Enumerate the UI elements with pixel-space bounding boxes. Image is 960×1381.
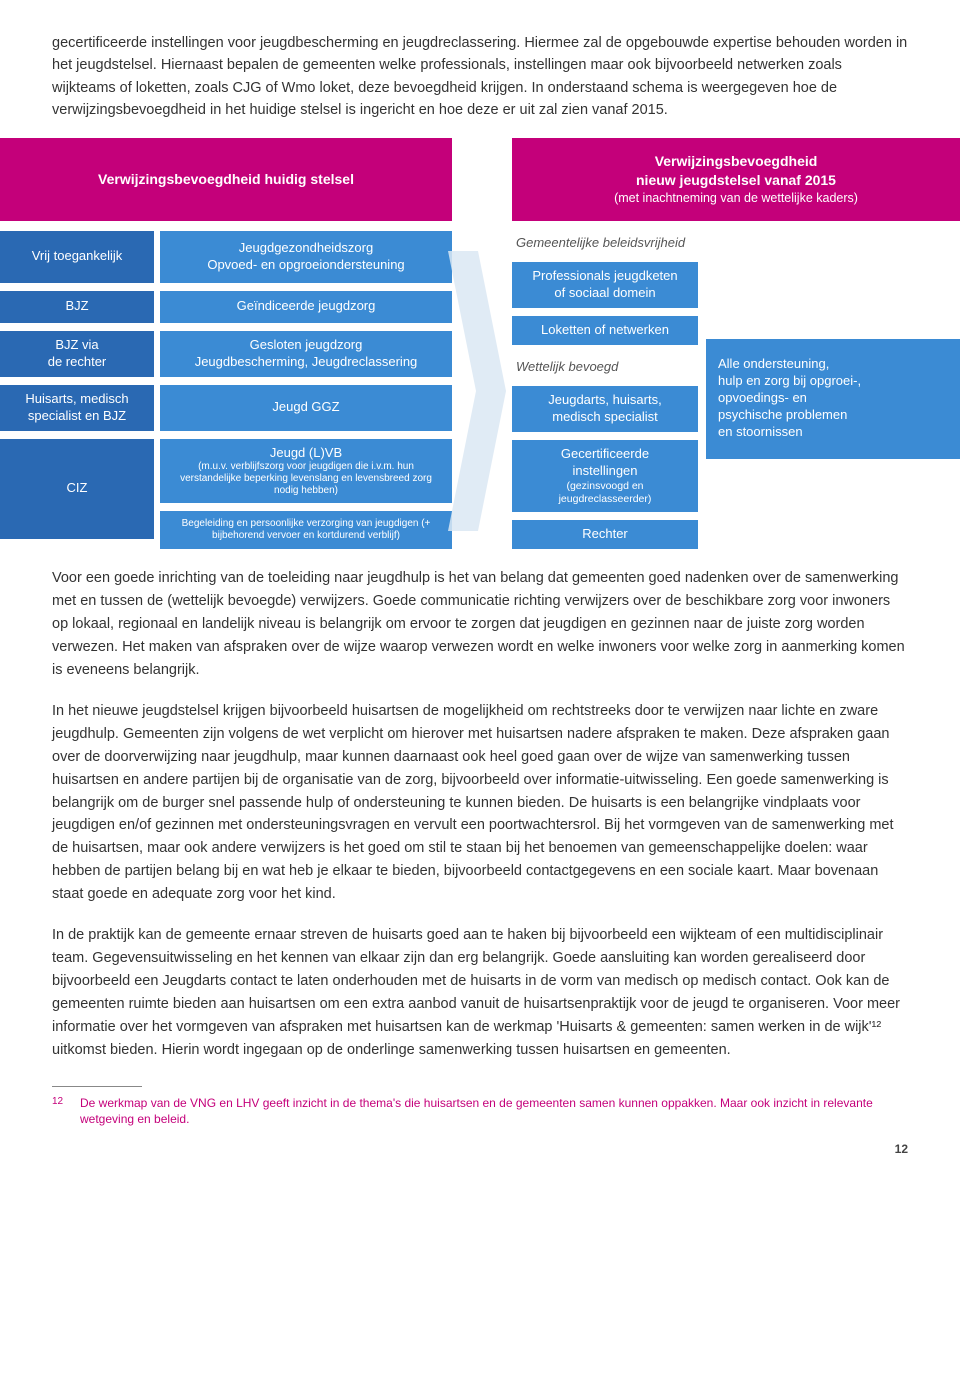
box-lvb: Jeugd (L)VB (m.u.v. verblijfszorg voor j… bbox=[160, 439, 452, 504]
body-paragraph-1: Voor een goede inrichting van de toeleid… bbox=[52, 567, 908, 682]
arrow-column bbox=[452, 231, 512, 550]
chart-header-row: Verwijzingsbevoegdheid huidig stelsel Ve… bbox=[0, 138, 960, 221]
box-rechter: Rechter bbox=[512, 520, 698, 549]
page-number: 12 bbox=[52, 1140, 908, 1158]
header-right: Verwijzingsbevoegdheid nieuw jeugdstelse… bbox=[512, 138, 960, 221]
box-b0-l2: Opvoed- en opgroeiondersteuning bbox=[207, 257, 404, 274]
box-b2-l2: Jeugdbescherming, Jeugdreclassering bbox=[195, 354, 418, 371]
col-d-spacer bbox=[706, 231, 960, 331]
footnote: 12 De werkmap van de VNG en LHV geeft in… bbox=[52, 1095, 908, 1129]
arrow-icon bbox=[448, 251, 508, 531]
box-ggz: Jeugd GGZ bbox=[160, 385, 452, 431]
intro-paragraph: gecertificeerde instellingen voor jeugdb… bbox=[52, 32, 908, 122]
box-bjz-rechter: BJZ via de rechter bbox=[0, 331, 154, 377]
column-c: Gemeentelijke beleidsvrijheid Profession… bbox=[512, 231, 698, 550]
box-gecert-l1: Gecertificeerde instellingen bbox=[561, 446, 649, 480]
header-right-line2: nieuw jeugdstelsel vanaf 2015 bbox=[530, 171, 942, 190]
box-gesloten: Gesloten jeugdzorg Jeugdbescherming, Jeu… bbox=[160, 331, 452, 377]
box-b0-l1: Jeugdgezondheidszorg bbox=[239, 240, 373, 257]
box-professionals: Professionals jeugdketen of sociaal dome… bbox=[512, 262, 698, 308]
box-geindiceerd: Geïndiceerde jeugdzorg bbox=[160, 291, 452, 323]
label-wettelijk: Wettelijk bevoegd bbox=[512, 355, 698, 379]
body-paragraph-3: In de praktijk kan de gemeente ernaar st… bbox=[52, 924, 908, 1061]
box-alle-ondersteuning: Alle ondersteuning, hulp en zorg bij opg… bbox=[706, 339, 960, 459]
footnote-number: 12 bbox=[52, 1095, 66, 1129]
box-begeleiding: Begeleiding en persoonlijke verzorging v… bbox=[160, 511, 452, 549]
box-b5-sm: Begeleiding en persoonlijke verzorging v… bbox=[168, 518, 444, 542]
box-jeugdarts: Jeugdarts, huisarts, medisch specialist bbox=[512, 386, 698, 432]
box-b4-l1: Jeugd (L)VB bbox=[270, 445, 342, 462]
box-jeugdgezondheid: Jeugdgezondheidszorg Opvoed- en opgroeio… bbox=[160, 231, 452, 283]
header-right-sub: (met inachtneming van de wettelijke kade… bbox=[530, 190, 942, 207]
flow-chart: Vrij toegankelijk BJZ BJZ via de rechter… bbox=[0, 231, 960, 550]
box-b2-l1: Gesloten jeugdzorg bbox=[250, 337, 363, 354]
header-gap bbox=[452, 138, 512, 221]
box-b4-sm: (m.u.v. verblijfszorg voor jeugdigen die… bbox=[168, 461, 444, 497]
box-gecert-sm: (gezinsvoogd en jeugdreclasseerder) bbox=[559, 480, 652, 506]
label-beleidsvrijheid: Gemeentelijke beleidsvrijheid bbox=[512, 231, 698, 255]
footnote-rule bbox=[52, 1086, 142, 1087]
body-paragraph-2: In het nieuwe jeugdstelsel krijgen bijvo… bbox=[52, 700, 908, 906]
column-b: Jeugdgezondheidszorg Opvoed- en opgroeio… bbox=[160, 231, 452, 550]
box-vrij-toegankelijk: Vrij toegankelijk bbox=[0, 231, 154, 283]
header-left: Verwijzingsbevoegdheid huidig stelsel bbox=[0, 138, 452, 221]
box-bjz: BJZ bbox=[0, 291, 154, 323]
box-huisarts: Huisarts, medisch specialist en BJZ bbox=[0, 385, 154, 431]
column-d: Alle ondersteuning, hulp en zorg bij opg… bbox=[706, 231, 960, 550]
box-loketten: Loketten of netwerken bbox=[512, 316, 698, 345]
box-gecertificeerd: Gecertificeerde instellingen (gezinsvoog… bbox=[512, 440, 698, 512]
footnote-text: De werkmap van de VNG en LHV geeft inzic… bbox=[80, 1095, 908, 1129]
box-ciz: CIZ bbox=[0, 439, 154, 539]
header-right-line1: Verwijzingsbevoegdheid bbox=[530, 152, 942, 171]
column-a: Vrij toegankelijk BJZ BJZ via de rechter… bbox=[0, 231, 154, 550]
